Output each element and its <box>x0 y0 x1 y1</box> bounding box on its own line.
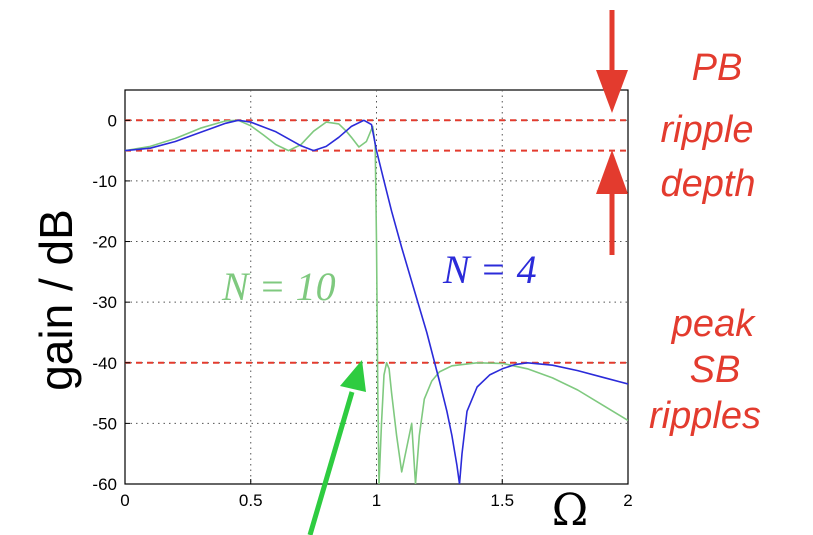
y-tick-label: -40 <box>92 354 117 373</box>
y-tick-label: -20 <box>92 233 117 252</box>
y-tick-label: 0 <box>108 111 117 130</box>
reference-lines <box>125 119 628 364</box>
x-axis-label: Ω <box>552 485 588 535</box>
y-axis-label: gain / dB <box>30 209 82 391</box>
annotation-peak: peak <box>671 303 756 345</box>
ticks: 0 0.5 1 1.5 2 0 -10 -20 -30 -40 -50 -60 <box>92 111 632 510</box>
pb-arrow-up <box>596 150 628 255</box>
annotation-ripples: ripples <box>649 395 761 437</box>
x-tick-label: 1.5 <box>490 491 514 510</box>
series-line-n4 <box>125 119 628 484</box>
series-layer <box>125 119 628 484</box>
x-tick-label: 0 <box>120 491 129 510</box>
y-tick-label: -10 <box>92 172 117 191</box>
annotation-sb: SB <box>690 349 741 391</box>
cutoff-arrow <box>307 360 366 535</box>
y-tick-label: -60 <box>92 475 117 494</box>
x-tick-label: 1 <box>372 491 381 510</box>
annotation-pb: PB <box>692 47 743 89</box>
annotation-ripple: ripple <box>661 109 754 151</box>
pb-arrow-down <box>596 10 628 113</box>
series-label-n4: N = 4 <box>442 247 537 292</box>
y-tick-label: -30 <box>92 293 117 312</box>
x-tick-label: 2 <box>623 491 632 510</box>
series-label-n10: N = 10 <box>221 264 336 309</box>
y-tick-label: -50 <box>92 414 117 433</box>
annotation-depth: depth <box>660 163 755 205</box>
x-tick-label: 0.5 <box>239 491 263 510</box>
series-line-n10 <box>125 119 628 484</box>
